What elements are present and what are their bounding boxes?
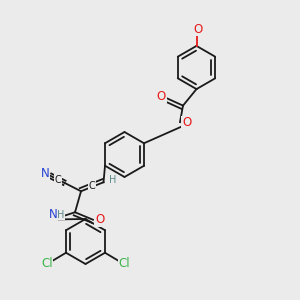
- Text: O: O: [95, 213, 104, 226]
- Text: N: N: [41, 167, 50, 180]
- Text: O: O: [182, 116, 191, 130]
- Text: H: H: [57, 210, 64, 220]
- Text: H: H: [109, 175, 116, 185]
- Text: Cl: Cl: [41, 257, 52, 270]
- Text: O: O: [194, 22, 202, 36]
- Text: C: C: [89, 181, 95, 191]
- Text: C: C: [55, 175, 61, 185]
- Text: N: N: [49, 208, 58, 221]
- Text: Cl: Cl: [118, 257, 130, 270]
- Text: O: O: [157, 90, 166, 103]
